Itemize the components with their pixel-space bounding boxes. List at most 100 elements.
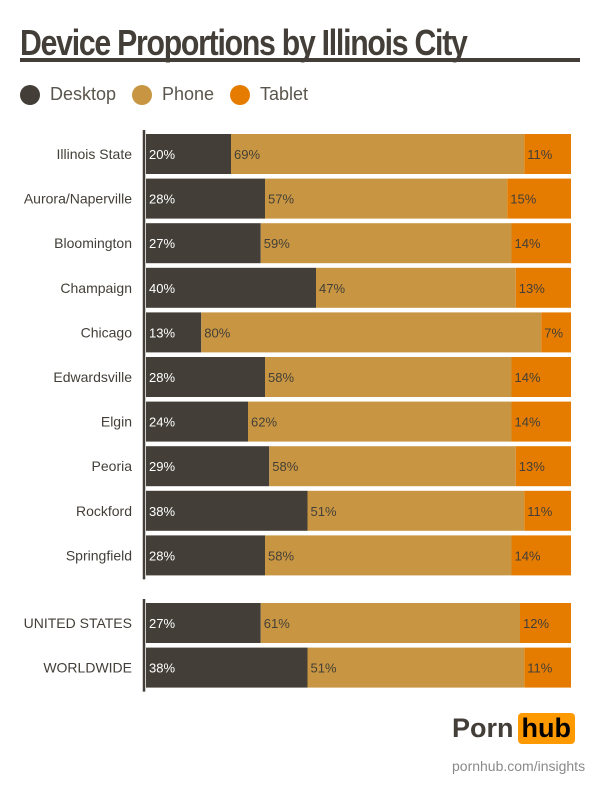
legend-tablet-label: Tablet bbox=[260, 84, 309, 104]
tablet-value-label: 12% bbox=[523, 616, 549, 631]
tablet-bar bbox=[511, 357, 571, 397]
desktop-value-label: 38% bbox=[149, 661, 175, 676]
phone-value-label: 47% bbox=[319, 281, 345, 296]
tablet-bar bbox=[541, 312, 571, 353]
tablet-value-label: 15% bbox=[510, 192, 536, 207]
tablet-bar bbox=[515, 446, 571, 487]
phone-bar bbox=[307, 647, 525, 688]
desktop-bar bbox=[146, 647, 308, 688]
phone-bar bbox=[260, 603, 520, 643]
desktop-bar bbox=[146, 223, 261, 264]
phone-value-label: 51% bbox=[311, 661, 337, 676]
desktop-bar bbox=[146, 178, 265, 219]
tablet-bar bbox=[515, 267, 571, 308]
title-underline bbox=[20, 58, 580, 62]
phone-value-label: 61% bbox=[264, 616, 290, 631]
desktop-bar bbox=[146, 401, 248, 442]
chart-title: Device Proportions by Illinois City bbox=[20, 22, 468, 63]
tablet-bar bbox=[511, 223, 571, 264]
tablet-value-label: 7% bbox=[544, 325, 563, 340]
phone-bar bbox=[269, 446, 516, 487]
legend-desktop-label: Desktop bbox=[50, 84, 117, 104]
legend-desktop: Desktop bbox=[20, 84, 116, 105]
desktop-bar bbox=[146, 357, 265, 397]
category-label: Edwardsville bbox=[53, 369, 132, 385]
category-label: Rockford bbox=[76, 503, 132, 519]
category-label: Champaign bbox=[60, 280, 132, 296]
phone-value-label: 80% bbox=[204, 325, 230, 340]
pornhub-logo: Porn hub bbox=[452, 713, 575, 744]
desktop-value-label: 24% bbox=[149, 415, 175, 430]
desktop-value-label: 27% bbox=[149, 236, 175, 251]
tablet-bar bbox=[524, 647, 571, 688]
desktop-value-label: 28% bbox=[149, 370, 175, 385]
tablet-value-label: 14% bbox=[515, 370, 541, 385]
desktop-bar bbox=[146, 267, 316, 308]
phone-value-label: 58% bbox=[272, 459, 298, 474]
desktop-bar bbox=[146, 312, 202, 353]
logo-text-left: Porn bbox=[452, 713, 514, 743]
phone-bar bbox=[260, 223, 512, 264]
tablet-bar bbox=[511, 401, 571, 442]
category-label: Illinois State bbox=[57, 146, 133, 162]
tablet-value-label: 13% bbox=[519, 281, 545, 296]
phone-bar bbox=[248, 401, 512, 442]
category-label: UNITED STATES bbox=[24, 615, 132, 631]
category-label: Chicago bbox=[81, 324, 133, 340]
desktop-value-label: 28% bbox=[149, 192, 175, 207]
desktop-value-label: 29% bbox=[149, 459, 175, 474]
desktop-bar bbox=[146, 603, 261, 643]
desktop-value-label: 28% bbox=[149, 548, 175, 563]
phone-bar bbox=[201, 312, 542, 353]
legend-phone-label: Phone bbox=[162, 84, 215, 104]
tablet-bar bbox=[524, 134, 571, 174]
phone-value-label: 57% bbox=[268, 192, 294, 207]
category-label: Elgin bbox=[101, 414, 132, 430]
category-label: Aurora/Naperville bbox=[24, 191, 132, 207]
tablet-value-label: 13% bbox=[519, 459, 545, 474]
desktop-value-label: 27% bbox=[149, 616, 175, 631]
tablet-value-label: 11% bbox=[527, 661, 552, 676]
tablet-value-label: 14% bbox=[515, 236, 541, 251]
phone-value-label: 69% bbox=[234, 147, 260, 162]
phone-value-label: 62% bbox=[251, 415, 277, 430]
desktop-bar bbox=[146, 490, 308, 531]
legend-phone: Phone bbox=[132, 84, 214, 105]
desktop-bar bbox=[146, 134, 231, 174]
tablet-value-label: 11% bbox=[527, 147, 552, 162]
tablet-bar bbox=[520, 603, 571, 643]
phone-value-label: 59% bbox=[264, 236, 290, 251]
desktop-value-label: 40% bbox=[149, 281, 175, 296]
legend-tablet-swatch bbox=[230, 84, 250, 105]
desktop-value-label: 20% bbox=[149, 147, 175, 162]
desktop-value-label: 13% bbox=[149, 325, 175, 340]
phone-value-label: 58% bbox=[268, 370, 294, 385]
phone-bar bbox=[265, 178, 508, 219]
category-label: Springfield bbox=[66, 547, 132, 563]
phone-bar bbox=[231, 134, 525, 174]
tablet-bar bbox=[524, 490, 571, 531]
source-url[interactable]: pornhub.com/insights bbox=[452, 758, 586, 774]
legend-tablet: Tablet bbox=[230, 84, 308, 105]
phone-bar bbox=[265, 535, 512, 576]
legend-phone-swatch bbox=[132, 84, 152, 105]
phone-value-label: 51% bbox=[311, 504, 337, 519]
logo-text-right: hub bbox=[517, 713, 575, 744]
tablet-bar bbox=[507, 178, 571, 219]
tablet-value-label: 14% bbox=[515, 415, 541, 430]
category-label: Bloomington bbox=[54, 235, 132, 251]
phone-value-label: 58% bbox=[268, 548, 294, 563]
desktop-value-label: 38% bbox=[149, 504, 175, 519]
category-label: Peoria bbox=[92, 458, 133, 474]
tablet-value-label: 14% bbox=[515, 548, 541, 563]
tablet-bar bbox=[511, 535, 571, 576]
desktop-bar bbox=[146, 535, 265, 576]
legend-desktop-swatch bbox=[20, 84, 40, 105]
desktop-bar bbox=[146, 446, 270, 487]
category-label: WORLDWIDE bbox=[43, 660, 132, 676]
phone-bar bbox=[316, 267, 516, 308]
phone-bar bbox=[307, 490, 525, 531]
tablet-value-label: 11% bbox=[527, 504, 552, 519]
